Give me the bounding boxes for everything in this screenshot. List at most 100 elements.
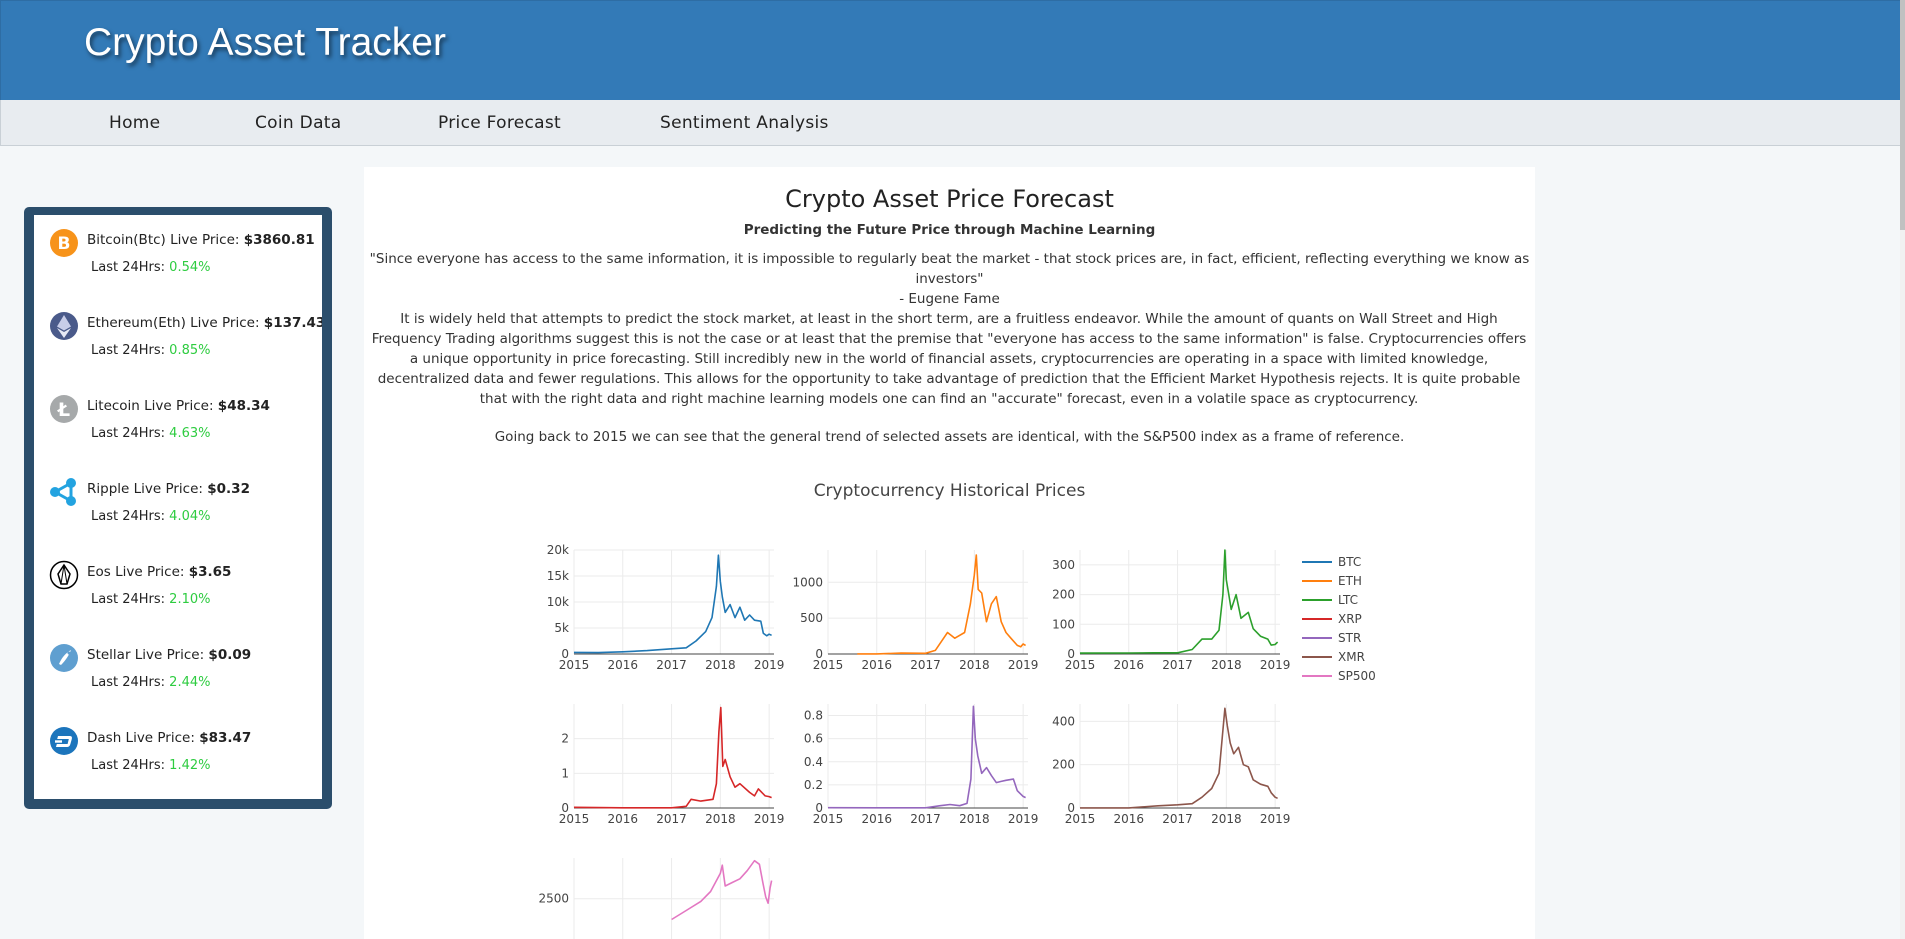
chart-panel-xrp-x-tick-label: 2016 bbox=[608, 812, 639, 826]
change-label: Last 24Hrs: bbox=[91, 509, 166, 524]
chart-panel-eth-x-tick-label: 2017 bbox=[910, 658, 941, 672]
series-line-eth bbox=[857, 554, 1026, 655]
coin-change: 2.10% bbox=[169, 592, 211, 607]
page-scrollbar[interactable] bbox=[1900, 0, 1905, 939]
chart-panel-xrp-x-tick-label: 2015 bbox=[559, 812, 590, 826]
nav-price-forecast[interactable]: Price Forecast bbox=[438, 113, 562, 133]
coin-name: Dash Live Price: bbox=[87, 730, 195, 746]
legend-label-eth: ETH bbox=[1338, 574, 1362, 588]
coin-name: Eos Live Price: bbox=[87, 564, 185, 580]
chart-panel-str-x-tick-label: 2015 bbox=[813, 812, 844, 826]
scroll-thumb[interactable] bbox=[1900, 0, 1905, 230]
intro-paragraph: It is widely held that attempts to predi… bbox=[371, 311, 1527, 407]
chart-panel-eth-x-tick-label: 2019 bbox=[1008, 658, 1039, 672]
quote-author: - Eugene Fame bbox=[899, 291, 1000, 307]
bitcoin-icon: B bbox=[50, 229, 78, 257]
chart-title: Cryptocurrency Historical Prices bbox=[813, 481, 1086, 501]
coin-name: Ripple Live Price: bbox=[87, 481, 203, 497]
chart-panel-ltc-x-tick-label: 2015 bbox=[1065, 658, 1096, 672]
chart-panel-ltc-y-tick-label: 300 bbox=[1052, 558, 1075, 572]
trend-paragraph: Going back to 2015 we can see that the g… bbox=[494, 429, 1405, 445]
chart-panel-xmr-x-tick-label: 2017 bbox=[1162, 812, 1193, 826]
chart-panel-str-x-tick-label: 2018 bbox=[959, 812, 990, 826]
chart-panel-str-y-tick-label: 0.4 bbox=[804, 755, 823, 769]
coin-price: $137.43 bbox=[263, 315, 322, 331]
chart-panel-btc-x-tick-label: 2016 bbox=[608, 658, 639, 672]
chart-panel-btc-x-tick-label: 2017 bbox=[656, 658, 687, 672]
chart-panel-btc-y-tick-label: 20k bbox=[547, 543, 569, 557]
series-line-xmr bbox=[1080, 707, 1278, 809]
chart-panel-eth-y-tick-label: 500 bbox=[800, 611, 823, 625]
series-line-ltc bbox=[1079, 549, 1279, 654]
chart-panel-btc-x-tick-label: 2018 bbox=[705, 658, 736, 672]
header-bar: Crypto Asset Tracker bbox=[0, 0, 1902, 101]
coin-price: $0.32 bbox=[207, 481, 250, 497]
chart-panel-xrp-y-tick-label: 0 bbox=[561, 801, 569, 815]
coin-item-ripple: Ripple Live Price: $0.32 Last 24Hrs: 4.0… bbox=[34, 474, 322, 557]
chart-panel-ltc-y-tick-label: 0 bbox=[1067, 647, 1075, 661]
series-line-xrp bbox=[573, 706, 772, 809]
coin-name: Stellar Live Price: bbox=[87, 647, 205, 663]
ripple-icon bbox=[50, 478, 76, 506]
chart-panel-ltc-x-tick-label: 2019 bbox=[1260, 658, 1291, 672]
quote-block: "Since everyone has access to the same i… bbox=[364, 249, 1535, 309]
chart-panel-btc-y-tick-label: 15k bbox=[547, 569, 569, 583]
coin-price: $3860.81 bbox=[243, 232, 315, 248]
app-title: Crypto Asset Tracker bbox=[84, 21, 446, 64]
chart-panel-eth-y-tick-label: 1000 bbox=[792, 575, 823, 589]
chart-panel-str-y-tick-label: 0.8 bbox=[804, 709, 823, 723]
page-subtitle: Predicting the Future Price through Mach… bbox=[743, 222, 1156, 238]
coin-item-eos: Eos Live Price: $3.65 Last 24Hrs: 2.10% bbox=[34, 557, 322, 640]
chart-panel-str-x-tick-label: 2017 bbox=[910, 812, 941, 826]
change-label: Last 24Hrs: bbox=[91, 675, 166, 690]
stellar-icon bbox=[50, 644, 78, 672]
legend-label-sp500: SP500 bbox=[1338, 669, 1376, 683]
chart-panel-str-x-tick-label: 2016 bbox=[862, 812, 893, 826]
svg-text:Ł: Ł bbox=[57, 399, 70, 421]
coin-change: 1.42% bbox=[169, 758, 211, 773]
coin-change: 4.04% bbox=[169, 509, 211, 524]
change-label: Last 24Hrs: bbox=[91, 343, 166, 358]
nav-coin-data[interactable]: Coin Data bbox=[255, 113, 342, 133]
litecoin-icon: Ł bbox=[50, 395, 78, 423]
chart-panel-btc-x-tick-label: 2015 bbox=[559, 658, 590, 672]
series-line-sp500 bbox=[671, 859, 773, 921]
chart-panel-xmr-x-tick-label: 2018 bbox=[1211, 812, 1242, 826]
coin-item-dash: Dash Live Price: $83.47 Last 24Hrs: 1.42… bbox=[34, 723, 322, 799]
chart-panel-eth-y-tick-label: 0 bbox=[815, 647, 823, 661]
coin-change: 0.54% bbox=[169, 260, 211, 275]
chart-panel-xrp-y-tick-label: 1 bbox=[561, 766, 569, 780]
chart-panel-xmr-x-tick-label: 2019 bbox=[1260, 812, 1291, 826]
chart-panel-xrp-x-tick-label: 2019 bbox=[754, 812, 785, 826]
chart-panel-ltc-x-tick-label: 2016 bbox=[1114, 658, 1145, 672]
ethereum-icon bbox=[50, 312, 78, 340]
chart-panel-str-y-tick-label: 0 bbox=[815, 801, 823, 815]
chart-panel-xrp-x-tick-label: 2017 bbox=[656, 812, 687, 826]
coin-name: Bitcoin(Btc) Live Price: bbox=[87, 232, 240, 248]
main-nav: Home Coin Data Price Forecast Sentiment … bbox=[0, 100, 1902, 146]
coin-price: $0.09 bbox=[208, 647, 252, 663]
change-label: Last 24Hrs: bbox=[91, 758, 166, 773]
nav-sentiment-analysis[interactable]: Sentiment Analysis bbox=[660, 113, 829, 133]
legend-label-ltc: LTC bbox=[1338, 593, 1358, 607]
coin-name: Ethereum(Eth) Live Price: bbox=[87, 315, 260, 331]
nav-home[interactable]: Home bbox=[109, 113, 161, 133]
change-label: Last 24Hrs: bbox=[91, 260, 166, 275]
legend-label-str: STR bbox=[1338, 631, 1361, 645]
chart-panel-xmr-x-tick-label: 2015 bbox=[1065, 812, 1096, 826]
coin-change: 2.44% bbox=[169, 675, 211, 690]
chart-panel-btc-y-tick-label: 5k bbox=[554, 621, 569, 635]
chart-panel-sp500-y-tick-label: 2500 bbox=[538, 892, 569, 906]
eos-icon bbox=[49, 560, 79, 590]
coin-price: $83.47 bbox=[199, 730, 252, 746]
chart-panel-btc-x-tick-label: 2019 bbox=[754, 658, 785, 672]
coin-price: $48.34 bbox=[217, 398, 270, 414]
change-label: Last 24Hrs: bbox=[91, 426, 166, 441]
chart-panel-xmr-y-tick-label: 400 bbox=[1052, 714, 1075, 728]
svg-text:B: B bbox=[58, 234, 71, 254]
chart-panel-ltc-y-tick-label: 200 bbox=[1052, 588, 1075, 602]
chart-panel-str-y-tick-label: 0.6 bbox=[804, 732, 823, 746]
chart-panel-ltc-x-tick-label: 2018 bbox=[1211, 658, 1242, 672]
chart-panel-eth-x-tick-label: 2018 bbox=[959, 658, 990, 672]
